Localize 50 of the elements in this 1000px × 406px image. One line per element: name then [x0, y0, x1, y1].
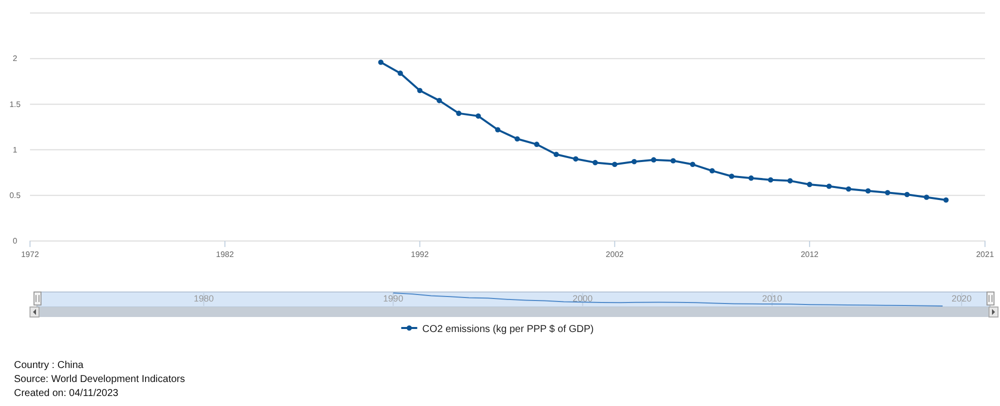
point	[495, 127, 500, 132]
text: Created on: 04/11/2023	[14, 388, 119, 399]
point	[943, 197, 949, 203]
point	[924, 194, 930, 200]
point	[378, 60, 384, 65]
point	[787, 178, 793, 184]
point	[670, 158, 676, 164]
point	[632, 159, 637, 164]
point	[612, 162, 618, 168]
x-tick-label: 1982	[216, 250, 234, 260]
point	[592, 160, 598, 166]
point	[476, 113, 481, 119]
point	[904, 192, 910, 198]
x-tick-label: 2020	[952, 293, 972, 304]
point	[554, 152, 559, 157]
point	[417, 88, 422, 94]
point	[436, 98, 442, 104]
y-tick-label: 1	[12, 145, 18, 154]
point	[651, 157, 656, 162]
x-tick-label: 2002	[606, 250, 624, 260]
point	[728, 174, 734, 179]
point	[690, 162, 696, 168]
y-tick-label: 2	[12, 54, 18, 64]
point	[826, 184, 832, 189]
y-tick-label: 0.5	[9, 190, 22, 200]
x-tick-label: 1992	[410, 250, 430, 260]
point	[865, 188, 871, 194]
x-tick-label: 2010	[762, 293, 782, 304]
point	[456, 110, 462, 116]
x-tick-label: 1990	[383, 293, 404, 304]
source-note: Source: World Development Indicators	[14, 374, 186, 385]
point	[398, 70, 403, 76]
y-tick-label: 1.5	[9, 100, 22, 109]
point	[748, 175, 754, 181]
point	[846, 186, 852, 192]
point	[768, 177, 774, 183]
legend-label: CO2 emissions (kg per PPP $ of GDP)	[422, 324, 594, 335]
x-tick-label: 2021	[976, 250, 994, 260]
text: Country : China	[14, 360, 84, 371]
x-tick-label: 2000	[572, 293, 593, 304]
point	[514, 136, 520, 142]
point	[573, 156, 578, 162]
y-tick-label: 0	[12, 236, 18, 246]
point	[534, 142, 540, 147]
point	[884, 190, 890, 196]
x-tick-label: 1980	[194, 293, 214, 304]
point	[709, 168, 715, 174]
point	[806, 182, 812, 188]
x-tick-label: 1972	[21, 250, 40, 260]
x-tick-label: 2012	[800, 250, 820, 260]
